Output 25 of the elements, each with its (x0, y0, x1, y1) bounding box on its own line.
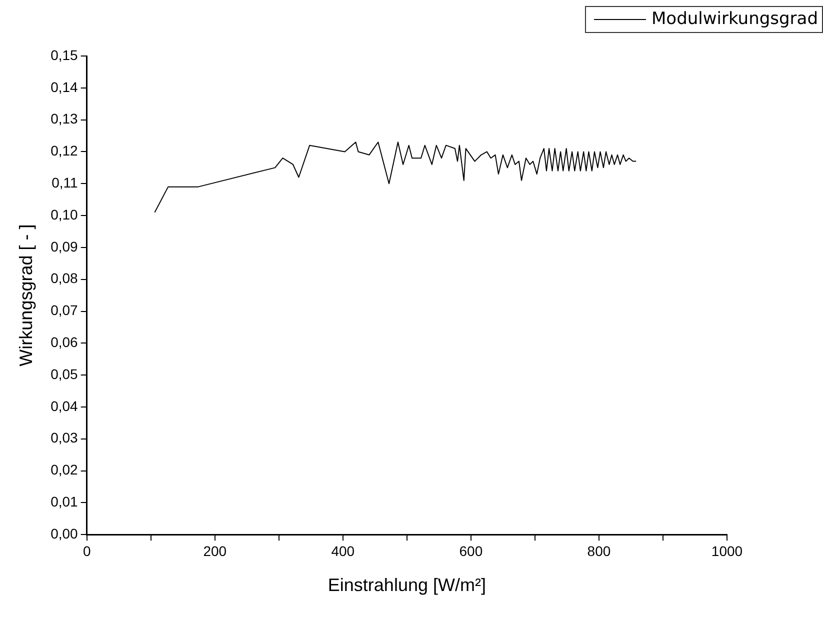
y-tick-label: 0,00 (50, 525, 78, 542)
y-tick-label: 0,04 (50, 398, 78, 414)
x-tick-label: 1000 (711, 542, 743, 559)
x-tick-label: 600 (459, 542, 483, 559)
y-tick-label: 0,11 (52, 174, 78, 190)
x-tick-label: 400 (331, 542, 355, 559)
y-tick-label: 0,09 (50, 238, 78, 254)
x-tick-label: 0 (82, 542, 91, 559)
y-tick-label: 0,08 (50, 270, 78, 286)
y-tick-label: 0,05 (50, 366, 78, 382)
legend-label: Modulwirkungsgrad (652, 9, 818, 29)
y-tick-label: 0,15 (50, 46, 78, 63)
y-tick-label: 0,01 (50, 494, 78, 510)
y-tick-label: 0,14 (50, 78, 78, 95)
y-tick-label: 0,10 (50, 206, 78, 222)
y-tick-label: 0,03 (50, 430, 78, 446)
y-tick-label: 0,12 (50, 142, 78, 159)
x-tick-label: 200 (203, 542, 227, 559)
y-tick-label: 0,06 (50, 334, 78, 350)
y-tick-label: 0,02 (50, 462, 78, 478)
y-axis-title: Wirkungsgrad [ - ] (16, 224, 36, 366)
x-axis-title: Einstrahlung [W/m²] (328, 575, 486, 596)
y-tick-label: 0,13 (50, 110, 78, 127)
y-tick-label: 0,07 (50, 302, 78, 318)
x-tick-label: 800 (587, 542, 611, 559)
